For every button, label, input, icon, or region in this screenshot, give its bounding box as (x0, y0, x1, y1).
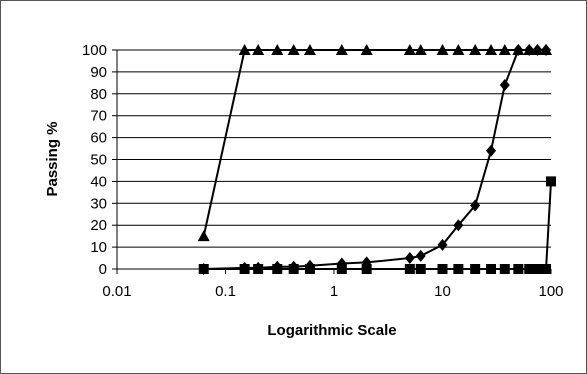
data-point-diamond (532, 44, 543, 56)
data-point-square (239, 264, 250, 274)
data-point-square (361, 264, 372, 274)
x-tick-label: 0.1 (215, 283, 236, 300)
data-point-triangle (414, 44, 427, 55)
data-point-triangle (469, 44, 482, 55)
gridlines (117, 49, 551, 248)
x-tick-label: 0.01 (102, 283, 131, 300)
data-point-triangle (335, 44, 348, 55)
x-tick-labels: 0.01 0.1 1 10 100 (102, 283, 563, 300)
data-point-diamond (541, 44, 552, 56)
data-point-square (513, 264, 524, 274)
data-point-diamond (499, 79, 510, 92)
data-point-triangle (403, 44, 416, 55)
data-point-diamond (404, 252, 415, 265)
data-point-square (253, 264, 264, 274)
data-point-square (288, 264, 299, 274)
data-point-diamond (486, 144, 497, 157)
data-point-square (546, 176, 556, 187)
data-point-square (486, 264, 497, 274)
y-tick-label: 80 (90, 86, 107, 103)
data-point-square (404, 264, 415, 274)
data-point-square (453, 264, 464, 274)
data-point-triangle (252, 44, 265, 55)
data-point-square (532, 264, 543, 274)
data-point-diamond (453, 219, 464, 232)
y-tick-label: 100 (82, 42, 107, 59)
series-triangle (197, 44, 553, 242)
series-square (198, 176, 556, 274)
y-tick-label: 0 (99, 261, 107, 278)
data-point-square (470, 264, 481, 274)
data-point-triangle (238, 44, 251, 55)
series-layer (197, 44, 556, 275)
data-point-square (415, 264, 426, 274)
data-point-triangle (360, 44, 373, 55)
data-point-square (198, 264, 209, 274)
data-point-diamond (524, 44, 535, 56)
y-tick-label: 60 (90, 130, 107, 147)
data-point-triangle (197, 230, 210, 242)
axes (112, 49, 552, 274)
y-tick-labels: 0 10 20 30 40 50 60 70 80 90 100 (82, 42, 107, 278)
data-point-square (499, 264, 510, 274)
data-point-triangle (271, 44, 284, 55)
data-point-diamond (415, 249, 426, 262)
data-point-triangle (436, 44, 449, 55)
data-point-triangle (498, 44, 511, 55)
data-point-triangle (287, 44, 300, 55)
data-point-square (272, 264, 283, 274)
y-tick-label: 30 (90, 195, 107, 212)
data-point-triangle (452, 44, 465, 55)
x-tick-label: 100 (538, 283, 563, 300)
data-point-triangle (485, 44, 498, 55)
data-point-square (541, 264, 552, 274)
y-tick-label: 90 (90, 64, 107, 81)
data-point-diamond (470, 199, 481, 212)
y-tick-label: 50 (90, 152, 107, 169)
y-tick-label: 10 (90, 239, 107, 256)
data-point-square (336, 264, 347, 274)
y-tick-label: 20 (90, 217, 107, 234)
y-axis-title: Passing % (44, 121, 61, 196)
data-point-square (524, 264, 535, 274)
data-point-triangle (303, 44, 316, 55)
data-point-square (437, 264, 448, 274)
x-tick-label: 10 (434, 283, 451, 300)
x-tick-label: 1 (330, 283, 338, 300)
series-line-triangle (202, 49, 547, 237)
data-point-square (304, 264, 315, 274)
data-point-diamond (513, 44, 524, 56)
y-tick-label: 70 (90, 108, 107, 125)
y-tick-label: 40 (90, 173, 107, 190)
data-point-diamond (437, 238, 448, 251)
x-axis-title: Logarithmic Scale (267, 322, 396, 339)
